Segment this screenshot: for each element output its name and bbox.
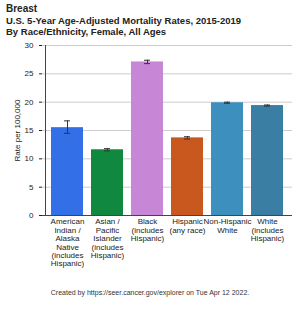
html-text:By Race/Ethnicity, Female, All: By Race/Ethnicity, Female, All Ages [6,26,167,37]
svg-text:Non-HispanicWhite: Non-HispanicWhite [203,217,251,234]
svg-text:20: 20 [25,98,34,107]
svg-text:Black(includesHispanic): Black(includesHispanic) [131,217,165,243]
html-text:Created by https://seer.cancer: Created by https://seer.cancer.gov/explo… [50,289,250,296]
svg-text:5: 5 [29,183,34,192]
html-text:U.S. 5-Year Age-Adjusted Morta: U.S. 5-Year Age-Adjusted Mortality Rates… [6,15,242,26]
svg-text:AmericanIndian /AlaskaNative(i: AmericanIndian /AlaskaNative(includesHis… [51,217,85,268]
svg-text:Rate per 100,000: Rate per 100,000 [13,99,22,161]
svg-text:Asian /PacificIslander(include: Asian /PacificIslander(includesHispanic) [91,217,125,260]
svg-text:White(includesHispanic): White(includesHispanic) [251,217,285,243]
html-text:Breast: Breast [6,3,38,14]
svg-text:15: 15 [25,126,34,135]
svg-text:30: 30 [25,41,34,50]
svg-text:10: 10 [25,154,34,163]
svg-text:0: 0 [29,211,34,220]
svg-text:Hispanic(any race): Hispanic(any race) [169,217,205,234]
svg-text:25: 25 [25,69,34,78]
